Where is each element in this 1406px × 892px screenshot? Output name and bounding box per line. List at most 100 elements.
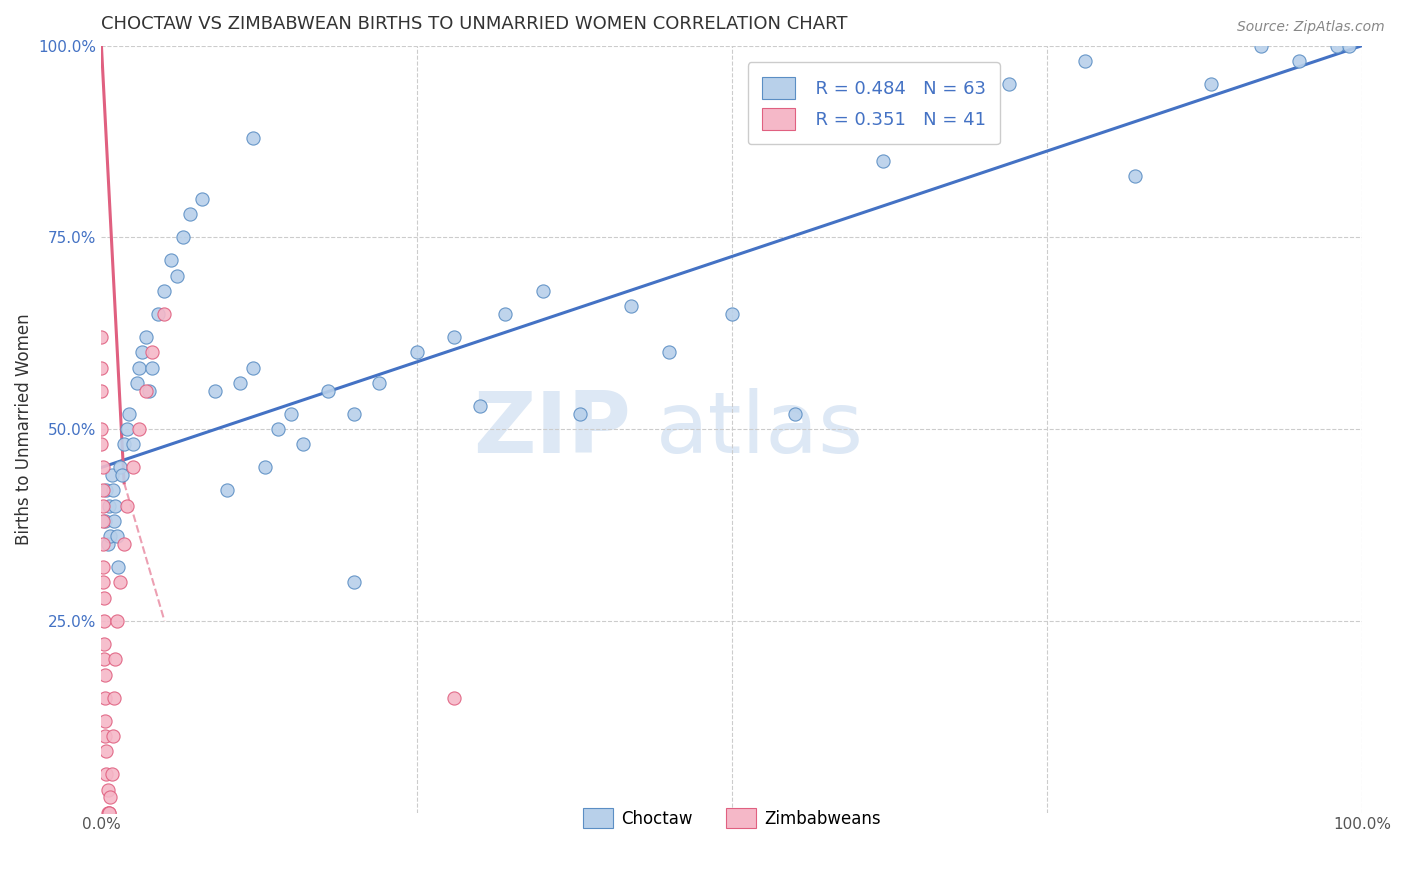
Point xyxy=(104,499,127,513)
Point xyxy=(110,468,132,483)
Point xyxy=(90,437,112,451)
Point xyxy=(342,575,364,590)
Point xyxy=(1199,77,1222,91)
Point xyxy=(217,483,239,498)
Point xyxy=(125,376,148,390)
Point xyxy=(107,560,129,574)
Point xyxy=(101,483,124,498)
Point xyxy=(159,253,181,268)
Point xyxy=(998,77,1021,91)
Point xyxy=(229,376,252,390)
Point xyxy=(179,207,201,221)
Point xyxy=(90,384,112,398)
Point xyxy=(146,307,169,321)
Point xyxy=(94,514,117,528)
Point xyxy=(620,300,643,314)
Point xyxy=(96,767,118,781)
Point xyxy=(141,360,163,375)
Point xyxy=(280,407,302,421)
Point xyxy=(172,230,194,244)
Point xyxy=(1123,169,1146,183)
Point xyxy=(90,422,112,436)
Point xyxy=(118,407,141,421)
Point xyxy=(94,667,117,681)
Point xyxy=(1288,54,1310,68)
Point xyxy=(101,729,124,743)
Point xyxy=(105,614,128,628)
Point xyxy=(191,192,214,206)
Point xyxy=(94,714,117,728)
Point xyxy=(96,744,118,758)
Point xyxy=(658,345,681,359)
Point xyxy=(97,805,120,820)
Point xyxy=(103,514,125,528)
Point xyxy=(97,537,120,551)
Point xyxy=(93,652,115,666)
Point xyxy=(112,537,135,551)
Point xyxy=(96,483,118,498)
Point xyxy=(1339,38,1361,53)
Point xyxy=(405,345,427,359)
Point xyxy=(138,384,160,398)
Point xyxy=(166,268,188,283)
Point xyxy=(91,499,114,513)
Point xyxy=(110,575,132,590)
Point xyxy=(531,284,554,298)
Point xyxy=(318,384,340,398)
Point xyxy=(93,637,115,651)
Point xyxy=(94,690,117,705)
Point xyxy=(153,307,176,321)
Point xyxy=(97,782,120,797)
Point xyxy=(1250,38,1272,53)
Point xyxy=(872,153,894,168)
Text: CHOCTAW VS ZIMBABWEAN BIRTHS TO UNMARRIED WOMEN CORRELATION CHART: CHOCTAW VS ZIMBABWEAN BIRTHS TO UNMARRIE… xyxy=(101,15,848,33)
Point xyxy=(100,468,122,483)
Point xyxy=(90,360,112,375)
Point xyxy=(104,652,127,666)
Point xyxy=(98,529,121,543)
Point xyxy=(468,399,491,413)
Point xyxy=(91,560,114,574)
Point xyxy=(443,690,465,705)
Text: Source: ZipAtlas.com: Source: ZipAtlas.com xyxy=(1237,20,1385,34)
Point xyxy=(128,422,150,436)
Point xyxy=(948,115,970,129)
Point xyxy=(122,460,145,475)
Point xyxy=(98,805,121,820)
Point xyxy=(783,407,806,421)
Text: atlas: atlas xyxy=(657,388,865,471)
Point xyxy=(91,575,114,590)
Point xyxy=(115,499,138,513)
Point xyxy=(141,345,163,359)
Point xyxy=(115,422,138,436)
Point xyxy=(112,437,135,451)
Point xyxy=(105,529,128,543)
Point xyxy=(292,437,315,451)
Point xyxy=(91,483,114,498)
Point xyxy=(91,537,114,551)
Point xyxy=(93,591,115,605)
Point xyxy=(1326,38,1348,53)
Text: ZIP: ZIP xyxy=(472,388,631,471)
Point xyxy=(131,345,153,359)
Point xyxy=(367,376,389,390)
Point xyxy=(135,384,157,398)
Point xyxy=(98,499,121,513)
Point xyxy=(443,330,465,344)
Point xyxy=(242,360,264,375)
Point xyxy=(103,690,125,705)
Point xyxy=(494,307,516,321)
Y-axis label: Births to Unmarried Women: Births to Unmarried Women xyxy=(15,313,32,545)
Legend: Choctaw, Zimbabweans: Choctaw, Zimbabweans xyxy=(576,801,887,835)
Point xyxy=(267,422,290,436)
Point xyxy=(98,790,121,805)
Point xyxy=(94,729,117,743)
Point xyxy=(254,460,277,475)
Point xyxy=(128,360,150,375)
Point xyxy=(100,767,122,781)
Point xyxy=(91,460,114,475)
Point xyxy=(90,330,112,344)
Point xyxy=(569,407,592,421)
Point xyxy=(1073,54,1095,68)
Point xyxy=(342,407,364,421)
